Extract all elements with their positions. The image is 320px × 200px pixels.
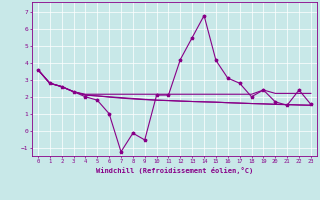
X-axis label: Windchill (Refroidissement éolien,°C): Windchill (Refroidissement éolien,°C) xyxy=(96,167,253,174)
